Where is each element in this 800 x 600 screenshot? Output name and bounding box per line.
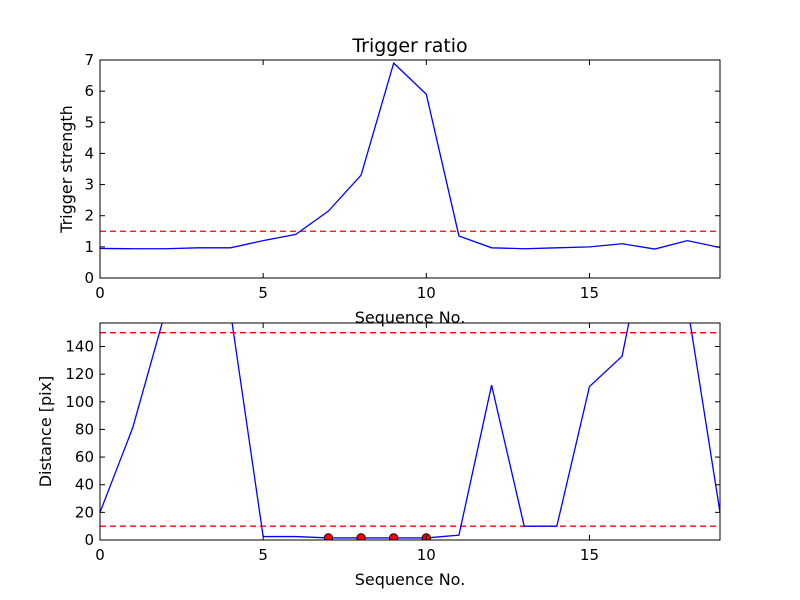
y-tick-label: 3 — [84, 176, 94, 194]
data-point-marker — [323, 533, 334, 540]
data-point-marker — [356, 533, 366, 540]
y-tick-label: 0 — [84, 531, 94, 549]
plot-area — [100, 323, 720, 540]
y-tick-label: 1 — [84, 238, 94, 256]
y-tick-label: 0 — [84, 269, 94, 287]
y-tick-label: 2 — [84, 207, 94, 225]
series-line — [100, 61, 720, 250]
distance-chart: 0 5 10 15 0 20 40 60 80 100 120 140 Sequence No. Dist… — [36, 322, 721, 589]
y-tick-label: 5 — [84, 113, 94, 131]
y-tick-label: 20 — [75, 503, 94, 521]
y-axis-label: Distance [pix] — [36, 376, 55, 488]
y-tick-label: 140 — [65, 337, 94, 355]
x-tick-label: 0 — [95, 546, 105, 564]
y-tick-label: 7 — [84, 51, 94, 69]
x-tick-label: 5 — [258, 284, 268, 302]
x-tick-label: 5 — [258, 546, 268, 564]
x-axis-label: Sequence No. — [355, 308, 466, 327]
series-line — [100, 323, 720, 539]
y-tick-label: 40 — [75, 476, 94, 494]
y-tick-label: 100 — [65, 393, 94, 411]
x-tick-label: 10 — [417, 546, 436, 564]
trigger-ratio-chart: 0 5 10 15 0 1 2 3 4 5 6 7 Trigger ratio Sequence No. T… — [57, 35, 721, 327]
x-tick-label: 15 — [580, 546, 599, 564]
plot-frame — [99, 322, 721, 541]
y-tick-label: 4 — [84, 144, 94, 162]
plot-frame — [99, 59, 721, 279]
y-tick-label: 120 — [65, 365, 94, 383]
data-point-marker — [388, 533, 399, 540]
y-axis-label: Trigger strength — [57, 105, 76, 234]
x-tick-label: 0 — [95, 284, 105, 302]
x-axis-label: Sequence No. — [355, 570, 466, 589]
plot-area — [100, 61, 720, 250]
y-tick-label: 80 — [75, 420, 94, 438]
y-tick-label: 60 — [75, 448, 94, 466]
chart-title: Trigger ratio — [351, 35, 467, 57]
x-tick-label: 15 — [580, 284, 599, 302]
x-tick-label: 10 — [417, 284, 436, 302]
y-tick-label: 6 — [84, 82, 94, 100]
